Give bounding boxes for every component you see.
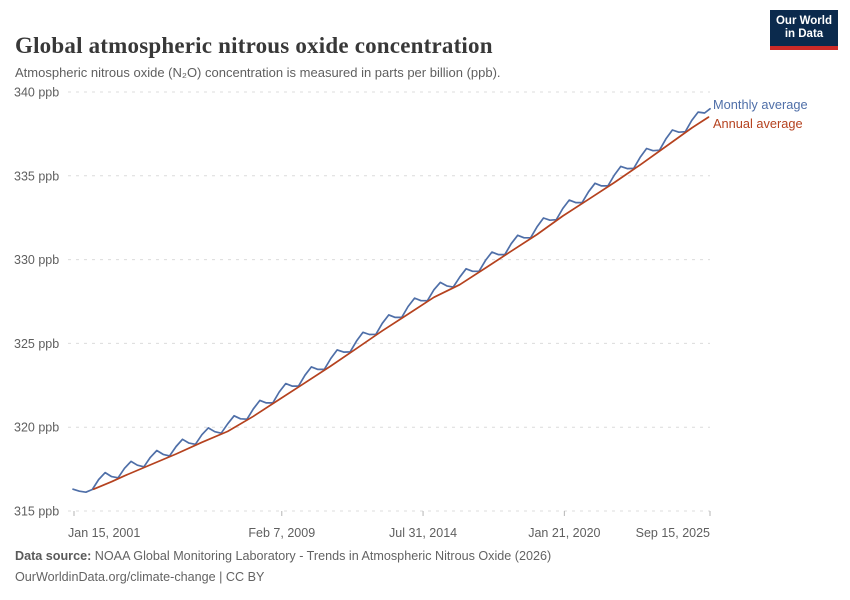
legend-monthly-average[interactable]: Monthly average xyxy=(713,97,808,112)
line-chart-canvas: 315 ppb 320 ppb 325 ppb 330 ppb 335 ppb 340 p… xyxy=(14,86,711,540)
y-tick-label: 325 ppb xyxy=(14,337,59,351)
series-line-annual[interactable] xyxy=(92,116,710,491)
data-source-text: NOAA Global Monitoring Laboratory - Tren… xyxy=(91,549,552,563)
y-tick-label: 330 ppb xyxy=(14,253,59,267)
license-line[interactable]: OurWorldinData.org/climate-change | CC B… xyxy=(15,570,265,584)
data-source-line: Data source: NOAA Global Monitoring Labo… xyxy=(15,546,835,567)
owid-logo[interactable]: Our World in Data xyxy=(770,10,838,50)
x-tick-label: Sep 15, 2025 xyxy=(636,526,710,540)
chart-legend: Monthly average Annual average xyxy=(713,95,808,133)
chart-subtitle: Atmospheric nitrous oxide (N₂O) concentr… xyxy=(15,65,501,80)
x-tick-label: Feb 7, 2009 xyxy=(248,526,315,540)
data-source-label: Data source: xyxy=(15,549,92,563)
x-tick-label: Jul 31, 2014 xyxy=(389,526,457,540)
series-line-monthly[interactable] xyxy=(72,107,711,494)
y-tick-label: 315 ppb xyxy=(14,505,59,519)
owid-logo-line2: in Data xyxy=(784,28,824,40)
x-tick-label: Jan 21, 2020 xyxy=(528,526,600,540)
legend-annual-average[interactable]: Annual average xyxy=(713,116,803,131)
y-tick-label: 340 ppb xyxy=(14,86,59,100)
chart-footer: Data source: NOAA Global Monitoring Labo… xyxy=(15,546,835,588)
page-title: Global atmospheric nitrous oxide concent… xyxy=(15,33,493,59)
y-tick-label: 320 ppb xyxy=(14,421,59,435)
x-tick-label: Jan 15, 2001 xyxy=(68,526,140,540)
owid-logo-line1: Our World xyxy=(775,15,832,27)
y-tick-label: 335 ppb xyxy=(14,169,59,183)
